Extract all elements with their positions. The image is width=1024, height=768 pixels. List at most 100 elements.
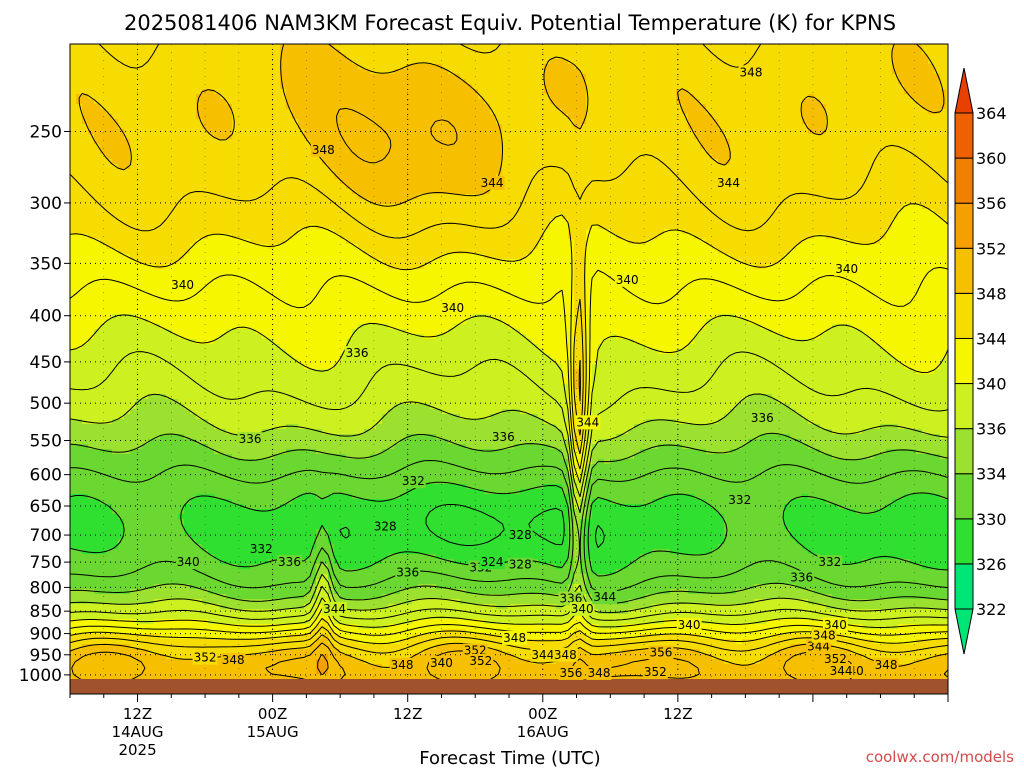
- colorbar-bottom-arrow: [955, 609, 973, 654]
- contour-label-text: 332: [402, 474, 425, 488]
- contour-label-text: 340: [177, 555, 200, 569]
- contour-label: 332: [401, 474, 426, 488]
- y-tick-label: 250: [30, 122, 62, 142]
- contour-label: 344: [480, 176, 505, 190]
- y-tick-label: 850: [30, 602, 62, 622]
- chart-title: 2025081406 NAM3KM Forecast Equiv. Potent…: [124, 11, 896, 35]
- contour-label-text: 340: [441, 301, 464, 315]
- contour-label-text: 352: [644, 665, 667, 679]
- contour-label-text: 336: [751, 411, 774, 425]
- contour-label-text: 348: [312, 143, 335, 157]
- x-tick-label: 00Z: [258, 705, 287, 723]
- contour-label-text: 348: [554, 648, 577, 662]
- contour-label: 348: [502, 631, 527, 645]
- contour-label: 328: [508, 528, 533, 542]
- contour-label-text: 344: [830, 664, 853, 678]
- contour-label-text: 336: [239, 432, 262, 446]
- contour-label-text: 344: [323, 602, 346, 616]
- contour-label: 348: [221, 653, 246, 667]
- contour-label: 344: [592, 590, 617, 604]
- colorbar-top-arrow: [955, 68, 973, 113]
- x-tick-date: 15AUG: [247, 723, 299, 741]
- contour-label: 340: [570, 602, 595, 616]
- contour-label: 348: [311, 143, 336, 157]
- contour-label-text: 328: [509, 558, 532, 572]
- colorbar-swatch: [955, 248, 973, 293]
- colorbar-tick-label: 348: [976, 284, 1007, 303]
- contour-label-text: 344: [481, 176, 504, 190]
- contour-label: 336: [395, 565, 420, 579]
- y-tick-label: 500: [30, 394, 62, 414]
- y-tick-label: 350: [30, 254, 62, 274]
- contour-label-text: 336: [396, 565, 419, 579]
- contour-label-text: 336: [346, 346, 369, 360]
- y-tick-label: 750: [30, 553, 62, 573]
- contour-label-text: 340: [171, 278, 194, 292]
- colorbar-swatch: [955, 338, 973, 383]
- contour-label-text: 344: [593, 590, 616, 604]
- contour-label-text: 344: [717, 176, 740, 190]
- x-tick-date: 16AUG: [517, 723, 569, 741]
- contour-label-text: 340: [616, 273, 639, 287]
- contour-label-text: 340: [835, 262, 858, 276]
- x-tick-date: 14AUG: [112, 723, 164, 741]
- y-tick-label: 650: [30, 497, 62, 517]
- contour-label-text: 356: [650, 646, 673, 660]
- contour-label: 356: [558, 666, 583, 680]
- contour-label: 352: [468, 654, 493, 668]
- ground-band: [70, 679, 948, 694]
- colorbar-swatch: [955, 429, 973, 474]
- contour-label-text: 336: [492, 430, 515, 444]
- contour-label: 340: [429, 656, 454, 670]
- contour-label-text: 332: [818, 555, 841, 569]
- contour-label: 352: [193, 651, 218, 665]
- theta-e-field: [70, 44, 953, 695]
- x-tick-label: 12Z: [663, 705, 692, 723]
- colorbar-tick-label: 364: [976, 104, 1007, 123]
- contour-label: 348: [874, 658, 899, 672]
- y-tick-label: 950: [30, 646, 62, 666]
- y-tick-label: 450: [30, 353, 62, 373]
- contour-label-text: 352: [194, 651, 217, 665]
- contour-label-text: 352: [469, 654, 492, 668]
- colorbar-swatch: [955, 293, 973, 338]
- y-tick-label: 700: [30, 526, 62, 546]
- contour-label-text: 348: [813, 629, 836, 643]
- contour-label: 340: [677, 618, 702, 632]
- x-tick-label: 12Z: [123, 705, 152, 723]
- pressure-axis: 2503003504004505005506006507007508008509…: [19, 122, 70, 685]
- contour-label-text: 344: [576, 415, 599, 429]
- colorbar-tick-label: 340: [976, 375, 1007, 394]
- contour-label: 332: [727, 493, 752, 507]
- contour-label: 328: [508, 558, 533, 572]
- colorbar-tick-label: 322: [976, 600, 1007, 619]
- colorbar-swatch: [955, 564, 973, 609]
- x-axis-label: Forecast Time (UTC): [419, 748, 600, 768]
- contour-label: 356: [649, 646, 674, 660]
- contour-label: 328: [373, 520, 398, 534]
- colorbar-tick-label: 336: [976, 420, 1007, 439]
- contour-label: 344: [575, 415, 600, 429]
- contour-label: 352: [643, 665, 668, 679]
- contour-label: 344: [322, 602, 347, 616]
- colorbar-swatch: [955, 384, 973, 429]
- contour-label: 332: [249, 542, 274, 556]
- y-tick-label: 400: [30, 307, 62, 327]
- colorbar-tick-label: 356: [976, 194, 1007, 213]
- colorbar-tick-label: 330: [976, 510, 1007, 529]
- contour-label-text: 356: [559, 666, 582, 680]
- contour-label-text: 352: [824, 652, 847, 666]
- contour-label-text: 340: [678, 618, 701, 632]
- contour-label: 348: [587, 666, 612, 680]
- contour-label-text: 332: [250, 542, 273, 556]
- x-tick-label: 00Z: [528, 705, 557, 723]
- contour-label-text: 336: [278, 555, 301, 569]
- y-tick-label: 1000: [19, 666, 62, 686]
- contour-label-text: 348: [588, 666, 611, 680]
- contour-label-text: 328: [509, 528, 532, 542]
- colorbar-tick-label: 334: [976, 465, 1007, 484]
- contour-label: 352: [823, 652, 848, 666]
- contour-label: 324: [480, 555, 505, 569]
- colorbar-tick-label: 326: [976, 555, 1007, 574]
